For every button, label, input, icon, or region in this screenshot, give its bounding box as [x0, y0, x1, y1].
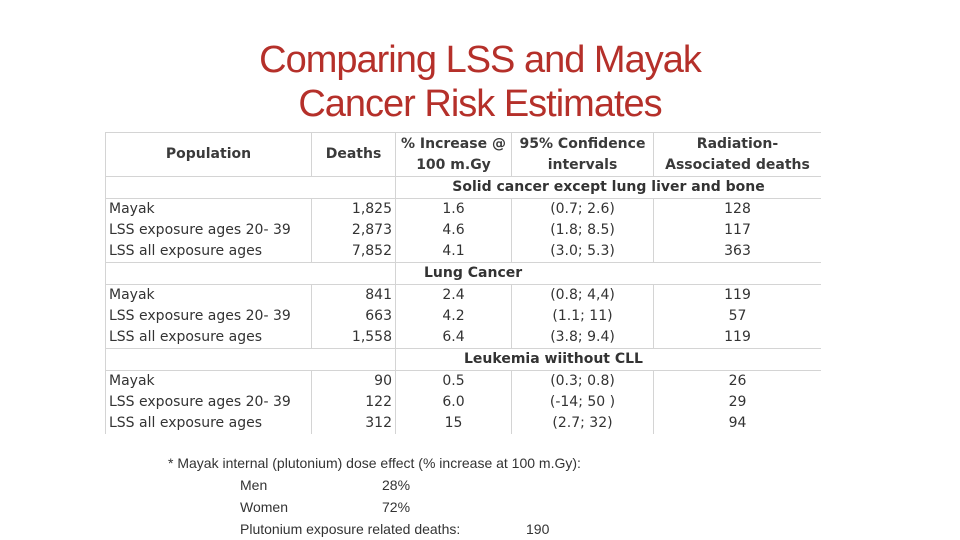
cell-increase: 6.4 [395, 327, 512, 349]
cell-confidence-interval: (3.0; 5.3) [511, 241, 654, 263]
section-row-solid-cancer: Solid cancer except lung liver and bone [105, 176, 821, 199]
cell-radiation-deaths: 119 [653, 284, 821, 306]
cell-confidence-interval: (0.8; 4,4) [511, 284, 654, 306]
section-spacer [105, 176, 396, 199]
note-men-value: 28% [382, 477, 411, 493]
cell-population: LSS exposure ages 20- 39 [105, 306, 312, 327]
cell-confidence-interval: (-14; 50 ) [511, 392, 654, 413]
cell-population: LSS all exposure ages [105, 413, 312, 434]
cell-population: LSS all exposure ages [105, 327, 312, 349]
cell-population: Mayak [105, 198, 312, 220]
cell-increase: 0.5 [395, 370, 512, 392]
cell-increase: 4.1 [395, 241, 512, 263]
table-row: Mayak 90 0.5 (0.3; 0.8) 26 [105, 370, 821, 392]
section-spacer [105, 262, 396, 285]
cell-increase: 4.2 [395, 306, 512, 327]
note-men-label: Men [240, 477, 268, 493]
cell-deaths: 2,873 [311, 220, 396, 241]
cell-increase: 6.0 [395, 392, 512, 413]
cell-radiation-deaths: 363 [653, 241, 821, 263]
slide-title-line-2: Cancer Risk Estimates [298, 83, 662, 125]
cell-deaths: 1,558 [311, 327, 396, 349]
cell-radiation-deaths: 94 [653, 413, 821, 434]
note-plutonium-value: 190 [526, 521, 550, 537]
table-row: LSS exposure ages 20- 39 2,873 4.6 (1.8;… [105, 220, 821, 241]
risk-table-container: Population Deaths % Increase @ 100 m.Gy … [105, 132, 821, 439]
cell-deaths: 312 [311, 413, 396, 434]
header-deaths: Deaths [311, 132, 396, 177]
cell-increase: 15 [395, 413, 512, 434]
cell-radiation-deaths: 29 [653, 392, 821, 413]
cell-radiation-deaths: 26 [653, 370, 821, 392]
header-confidence-intervals: 95% Confidence intervals [511, 132, 654, 177]
header-radiation-deaths: Radiation-Associated deaths [653, 132, 821, 177]
section-label: Leukemia wiithout CLL [395, 348, 821, 371]
header-population: Population [105, 132, 312, 177]
table-header-row: Population Deaths % Increase @ 100 m.Gy … [105, 132, 821, 177]
cell-increase: 2.4 [395, 284, 512, 306]
cell-confidence-interval: (0.3; 0.8) [511, 370, 654, 392]
cell-radiation-deaths: 57 [653, 306, 821, 327]
cell-increase: 1.6 [395, 198, 512, 220]
cell-deaths: 7,852 [311, 241, 396, 263]
header-increase: % Increase @ 100 m.Gy [395, 132, 512, 177]
risk-estimates-table: Population Deaths % Increase @ 100 m.Gy … [105, 132, 821, 434]
section-spacer [105, 348, 396, 371]
cell-population: LSS exposure ages 20- 39 [105, 392, 312, 413]
section-row-lung-cancer: Lung Cancer [105, 262, 821, 285]
table-row: LSS all exposure ages 1,558 6.4 (3.8; 9.… [105, 327, 821, 349]
cell-increase: 4.6 [395, 220, 512, 241]
table-row: LSS all exposure ages 312 15 (2.7; 32) 9… [105, 413, 821, 434]
note-women-label: Women [240, 499, 288, 515]
note-mayak-plutonium: * Mayak internal (plutonium) dose effect… [168, 455, 581, 471]
note-women-value: 72% [382, 499, 411, 515]
section-row-leukemia: Leukemia wiithout CLL [105, 348, 821, 371]
cell-confidence-interval: (2.7; 32) [511, 413, 654, 434]
cell-radiation-deaths: 119 [653, 327, 821, 349]
table-row: LSS exposure ages 20- 39 663 4.2 (1.1; 1… [105, 306, 821, 327]
note-plutonium-label: Plutonium exposure related deaths: [240, 521, 461, 537]
cell-radiation-deaths: 128 [653, 198, 821, 220]
cell-deaths: 1,825 [311, 198, 396, 220]
cell-deaths: 663 [311, 306, 396, 327]
cell-deaths: 841 [311, 284, 396, 306]
cell-confidence-interval: (1.8; 8.5) [511, 220, 654, 241]
cell-radiation-deaths: 117 [653, 220, 821, 241]
cell-population: Mayak [105, 284, 312, 306]
table-row: Mayak 841 2.4 (0.8; 4,4) 119 [105, 284, 821, 306]
cell-deaths: 122 [311, 392, 396, 413]
table-row: LSS all exposure ages 7,852 4.1 (3.0; 5.… [105, 241, 821, 263]
section-label: Lung Cancer [395, 262, 821, 285]
cell-population: LSS all exposure ages [105, 241, 312, 263]
table-row: LSS exposure ages 20- 39 122 6.0 (-14; 5… [105, 392, 821, 413]
section-label: Solid cancer except lung liver and bone [395, 176, 821, 199]
table-row: Mayak 1,825 1.6 (0.7; 2.6) 128 [105, 198, 821, 220]
cell-confidence-interval: (3.8; 9.4) [511, 327, 654, 349]
cell-confidence-interval: (0.7; 2.6) [511, 198, 654, 220]
cell-population: Mayak [105, 370, 312, 392]
cell-confidence-interval: (1.1; 11) [511, 306, 654, 327]
slide-title-line-1: Comparing LSS and Mayak [259, 39, 702, 81]
cell-deaths: 90 [311, 370, 396, 392]
cell-population: LSS exposure ages 20- 39 [105, 220, 312, 241]
